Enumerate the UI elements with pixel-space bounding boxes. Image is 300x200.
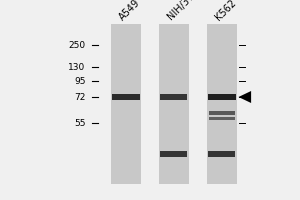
Bar: [160, 151, 188, 157]
Bar: [112, 94, 140, 100]
Bar: [111, 24, 141, 184]
Bar: [209, 111, 235, 115]
Bar: [208, 151, 236, 157]
Text: 72: 72: [74, 92, 85, 102]
Text: K562: K562: [213, 0, 238, 22]
Text: A549: A549: [117, 0, 142, 22]
Text: 55: 55: [74, 118, 85, 128]
Bar: [159, 24, 189, 184]
Text: 130: 130: [68, 62, 86, 72]
Polygon shape: [238, 91, 251, 103]
Bar: [209, 117, 235, 120]
Bar: [207, 24, 237, 184]
Text: NIH/3T3: NIH/3T3: [165, 0, 200, 22]
Text: 95: 95: [74, 76, 85, 86]
Bar: [208, 94, 236, 100]
Bar: [160, 94, 188, 100]
Text: 250: 250: [68, 40, 86, 49]
